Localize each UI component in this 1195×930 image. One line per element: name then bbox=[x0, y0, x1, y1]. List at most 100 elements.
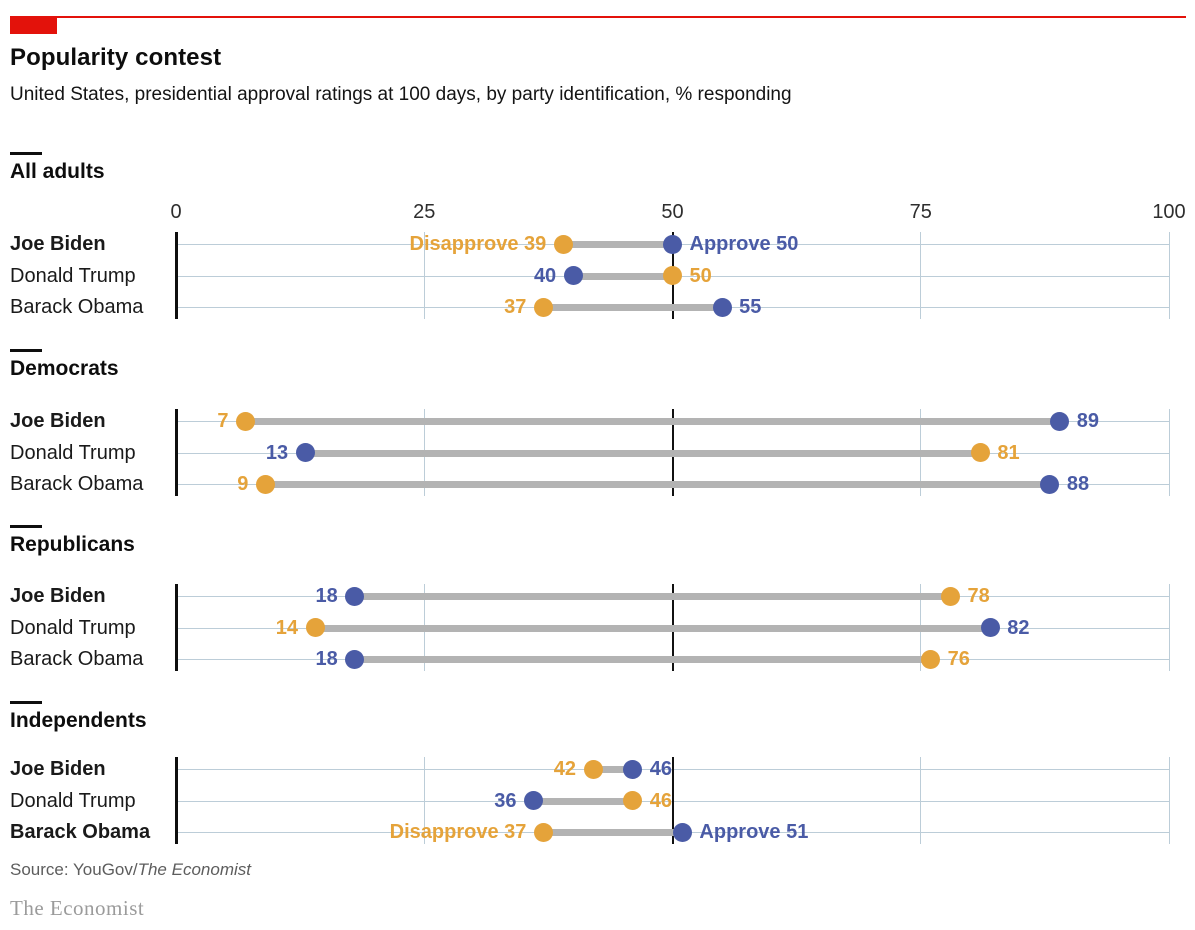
axis-tick-label: 75 bbox=[909, 201, 932, 223]
section-label-independents: Independents bbox=[10, 709, 147, 732]
row-label: Joe Biden bbox=[10, 410, 106, 432]
section-label-republicans: Republicans bbox=[10, 533, 135, 556]
approve-dot bbox=[295, 443, 315, 462]
value-label: 81 bbox=[997, 441, 1020, 464]
axis-tick-label: 0 bbox=[170, 201, 182, 223]
source-note: Source: YouGov/The Economist bbox=[10, 860, 251, 880]
connector-bar bbox=[245, 418, 1060, 425]
row-label: Barack Obama bbox=[10, 473, 144, 495]
value-label: 7 bbox=[217, 410, 229, 432]
row-label: Donald Trump bbox=[10, 789, 136, 812]
source-prefix: Source: YouGov/ bbox=[10, 860, 138, 879]
reference-line-50 bbox=[671, 757, 674, 844]
disapprove-dot bbox=[305, 618, 325, 637]
value-label: 14 bbox=[275, 616, 299, 639]
disapprove-dot bbox=[970, 443, 990, 462]
row-label: Joe Biden bbox=[10, 585, 106, 607]
approve-dot bbox=[672, 822, 692, 842]
approve-dot bbox=[980, 618, 1000, 637]
connector-bar bbox=[593, 766, 633, 773]
value-label: 46 bbox=[649, 758, 673, 780]
value-label: 13 bbox=[265, 441, 289, 464]
axis-tick-label: 100 bbox=[1152, 201, 1186, 223]
disapprove-dot bbox=[921, 649, 941, 669]
connector-bar bbox=[533, 797, 633, 805]
axis-tick-label: 50 bbox=[661, 201, 684, 223]
connector-bar bbox=[315, 624, 991, 632]
value-label: 46 bbox=[649, 789, 673, 812]
connector-bar bbox=[305, 449, 981, 457]
disapprove-dot bbox=[583, 759, 603, 779]
axis-line-zero bbox=[174, 232, 178, 319]
approve-dot bbox=[563, 266, 583, 285]
connector-bar bbox=[265, 481, 1050, 488]
value-label: Approve 51 bbox=[699, 821, 809, 843]
connector-bar bbox=[543, 304, 723, 311]
brand-top-line bbox=[10, 16, 1186, 18]
disapprove-dot bbox=[941, 586, 961, 606]
approve-dot bbox=[345, 649, 365, 669]
approve-dot bbox=[1040, 474, 1060, 494]
grid-line-vertical bbox=[1168, 757, 1170, 844]
value-label: 18 bbox=[315, 648, 338, 670]
section-tick bbox=[10, 349, 42, 352]
value-label: Disapprove 39 bbox=[409, 233, 547, 255]
approve-dot bbox=[523, 791, 543, 810]
value-label: 78 bbox=[967, 585, 990, 607]
row-label: Donald Trump bbox=[10, 264, 136, 287]
disapprove-dot bbox=[623, 791, 643, 810]
section-tick bbox=[10, 152, 42, 155]
value-label: Disapprove 37 bbox=[389, 821, 527, 843]
value-label: 76 bbox=[947, 648, 970, 670]
value-label: 55 bbox=[739, 296, 762, 318]
approve-dot bbox=[712, 297, 732, 317]
axis-line-zero bbox=[174, 584, 178, 671]
connector-bar bbox=[354, 656, 931, 663]
value-label: 18 bbox=[315, 585, 338, 607]
value-label: 50 bbox=[689, 264, 712, 287]
disapprove-dot bbox=[255, 474, 275, 494]
disapprove-dot bbox=[553, 234, 573, 254]
value-label: 88 bbox=[1066, 473, 1090, 495]
value-label: 89 bbox=[1076, 410, 1100, 432]
connector-bar bbox=[543, 829, 683, 836]
connector-bar bbox=[573, 272, 673, 280]
value-label: 40 bbox=[533, 264, 557, 287]
value-label: 37 bbox=[504, 296, 527, 318]
approve-dot bbox=[345, 586, 365, 606]
section-tick bbox=[10, 525, 42, 528]
disapprove-dot bbox=[533, 822, 553, 842]
row-label: Joe Biden bbox=[10, 233, 106, 255]
row-label: Donald Trump bbox=[10, 616, 136, 639]
page-title: Popularity contest bbox=[10, 44, 222, 71]
value-label: 36 bbox=[494, 789, 517, 812]
value-label: Approve 50 bbox=[689, 233, 799, 255]
disapprove-dot bbox=[663, 266, 682, 285]
economist-logo: The Economist bbox=[10, 896, 145, 920]
connector-bar bbox=[563, 241, 673, 248]
value-label: 9 bbox=[237, 473, 249, 495]
row-label: Barack Obama bbox=[10, 821, 151, 843]
row-label: Joe Biden bbox=[10, 758, 106, 780]
row-label: Barack Obama bbox=[10, 296, 144, 318]
page-subtitle: United States, presidential approval rat… bbox=[10, 84, 792, 105]
grid-line-vertical bbox=[1168, 584, 1170, 671]
connector-bar bbox=[354, 593, 951, 600]
source-publication: The Economist bbox=[137, 860, 251, 879]
row-label: Barack Obama bbox=[10, 648, 144, 670]
disapprove-dot bbox=[236, 411, 255, 431]
axis-line-zero bbox=[174, 757, 178, 844]
axis-tick-label: 25 bbox=[413, 201, 436, 223]
section-tick bbox=[10, 701, 42, 704]
grid-line-vertical bbox=[1168, 232, 1170, 319]
value-label: 42 bbox=[553, 758, 577, 780]
grid-line-vertical bbox=[1168, 409, 1170, 496]
axis-line-zero bbox=[174, 409, 178, 496]
approve-dot bbox=[623, 759, 643, 779]
section-label-democrats: Democrats bbox=[10, 357, 119, 380]
approve-dot bbox=[1050, 411, 1070, 431]
row-label: Donald Trump bbox=[10, 441, 136, 464]
approve-dot bbox=[663, 234, 682, 254]
brand-red-block bbox=[10, 16, 57, 34]
